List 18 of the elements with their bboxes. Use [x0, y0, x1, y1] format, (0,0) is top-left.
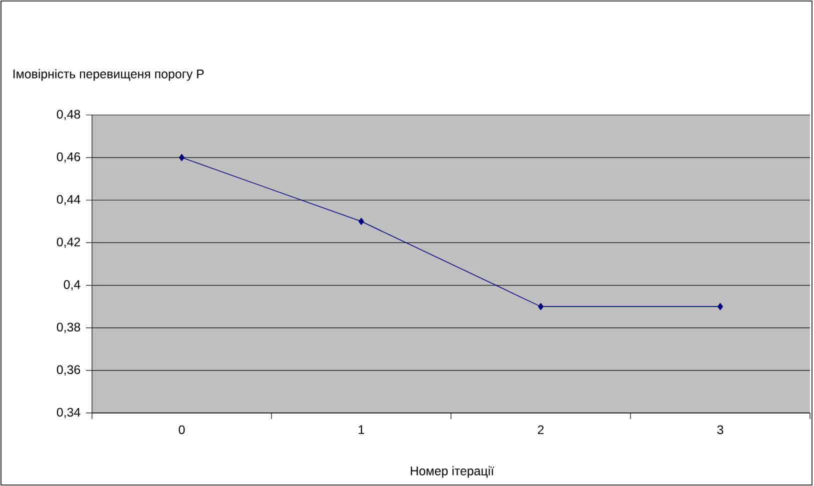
y-tick-label: 0,4: [64, 280, 80, 290]
y-tick-label: 0,38: [56, 322, 80, 333]
point: [178, 154, 185, 162]
x-tick-label: 3: [717, 425, 724, 434]
point: [717, 302, 724, 310]
y-tick-label: 0,48: [56, 110, 80, 120]
y-tick-label: 0,36: [56, 365, 80, 376]
x-tick-label: 1: [358, 425, 364, 434]
point: [358, 218, 364, 226]
y-axis-title: Імовірність перевищеня порогу P: [14, 69, 204, 81]
x-tick-label: 0: [178, 425, 185, 434]
y-tick-label: 0,46: [56, 152, 80, 163]
y-tick-label: 0,44: [56, 194, 80, 206]
point: [538, 302, 544, 310]
y-tick-label: 0,34: [56, 408, 80, 418]
y-tick-label: 0,42: [56, 238, 80, 248]
x-axis-title: Номер ітерації: [410, 466, 494, 478]
x-tick-label: 2: [538, 425, 544, 434]
